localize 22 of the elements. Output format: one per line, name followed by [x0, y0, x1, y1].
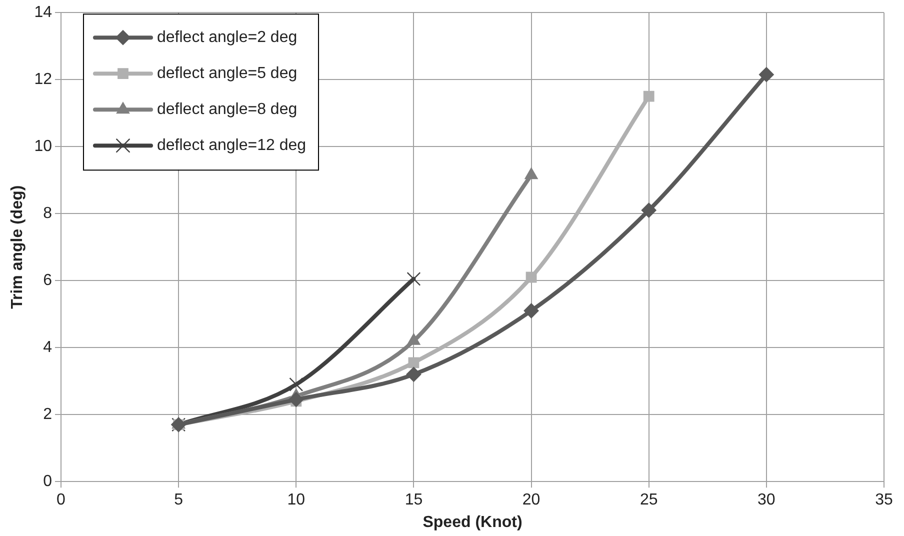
y-tick-label: 8 — [43, 205, 52, 222]
y-tick-label: 2 — [43, 406, 52, 424]
y-tick-label: 14 — [34, 4, 52, 22]
y-tick-label: 4 — [43, 339, 52, 356]
y-axis-title: Trim angle (deg) — [9, 185, 26, 309]
x-tick-label: 25 — [640, 492, 658, 509]
y-tick-label: 0 — [43, 473, 52, 490]
x-tick-label: 30 — [758, 492, 776, 509]
x-tick-label: 15 — [404, 492, 423, 509]
x-tick-label: 20 — [522, 492, 540, 509]
legend-label: deflect angle=8 deg — [156, 101, 298, 118]
y-tick-label: 12 — [34, 71, 52, 88]
x-tick-label: 35 — [875, 492, 893, 509]
x-axis-title: Speed (Knot) — [422, 514, 522, 531]
legend-label: deflect angle=2 deg — [156, 29, 298, 46]
x-tick-label: 10 — [287, 492, 306, 509]
y-tick-label: 6 — [43, 272, 52, 290]
legend-label: deflect angle=5 deg — [156, 65, 298, 82]
x-tick-label: 0 — [56, 492, 66, 509]
x-tick-label: 5 — [174, 492, 184, 509]
y-tick-label: 10 — [34, 138, 52, 156]
legend-label: deflect angle=12 deg — [156, 137, 306, 154]
